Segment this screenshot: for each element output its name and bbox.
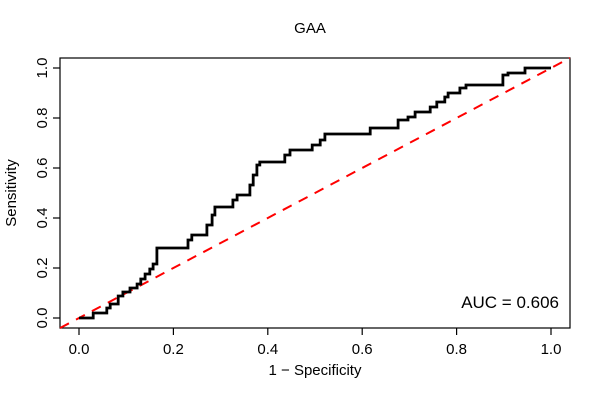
y-axis-tick-label: 0.8 [34,108,51,129]
y-axis-tick-label: 1.0 [34,58,51,79]
chart-title: GAA [294,20,326,37]
y-axis-tick-label: 0.2 [34,258,51,279]
y-axis-label: Sensitivity [3,159,20,227]
x-axis: 0.0 0.2 0.4 0.6 0.8 1.0 [69,328,562,358]
roc-curve-line [79,66,551,320]
y-axis: 0.0 0.2 0.4 0.6 0.8 1.0 [34,58,60,329]
y-axis-tick-label: 0.6 [34,158,51,179]
x-axis-tick-label: 0.4 [257,341,278,358]
plot-box [59,57,571,329]
y-axis-tick-label: 0.0 [34,308,51,329]
x-axis-tick-label: 1.0 [541,341,562,358]
x-axis-tick-label: 0.0 [69,341,90,358]
reference-diagonal-line [59,57,571,329]
auc-annotation: AUC = 0.606 [461,293,559,312]
x-axis-label: 1 − Specificity [269,362,362,379]
x-axis-tick-label: 0.6 [352,341,373,358]
x-axis-tick-label: 0.8 [446,341,467,358]
y-axis-tick-label: 0.4 [34,208,51,229]
x-axis-tick-label: 0.2 [163,341,184,358]
